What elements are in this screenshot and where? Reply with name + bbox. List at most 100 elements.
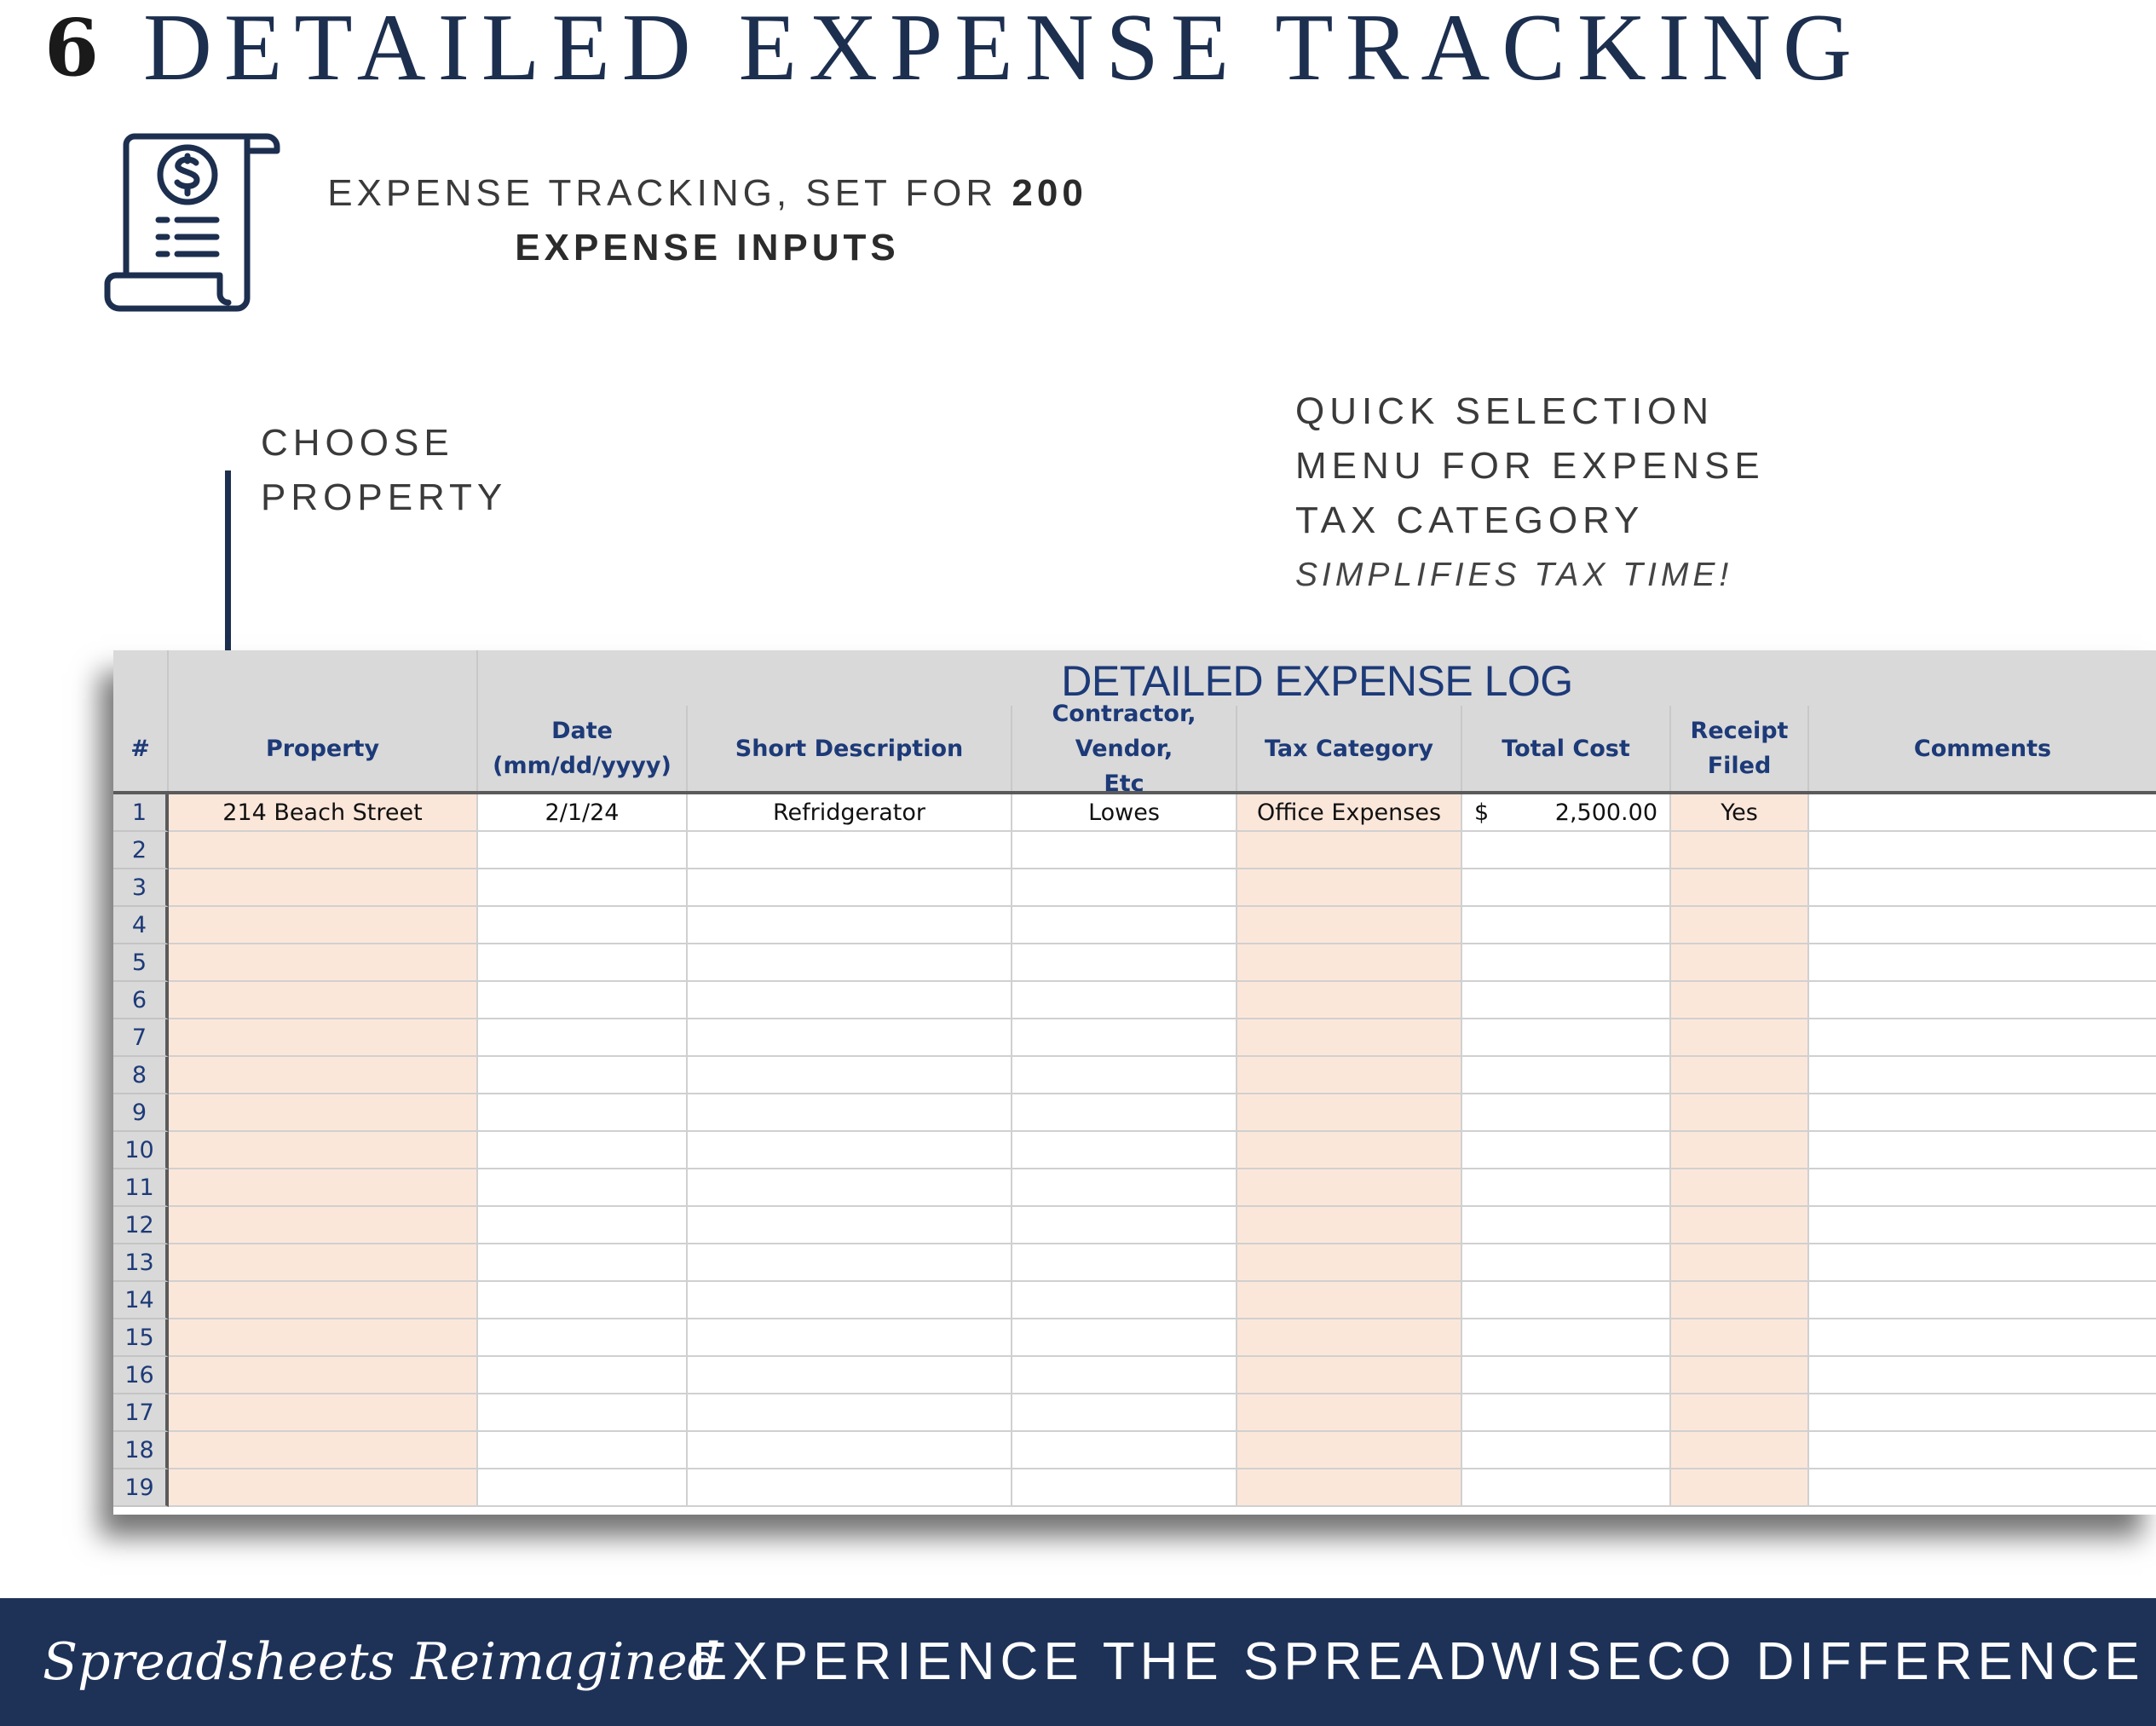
cell-description[interactable] — [688, 1319, 1012, 1357]
cell-comments[interactable] — [1809, 944, 2156, 982]
cell-property[interactable] — [169, 1019, 478, 1057]
cell-tax-category[interactable] — [1237, 982, 1462, 1019]
cell-property[interactable] — [169, 1319, 478, 1357]
cell-total-cost[interactable] — [1462, 944, 1671, 982]
cell-description[interactable] — [688, 1019, 1012, 1057]
cell-property[interactable] — [169, 1432, 478, 1469]
cell-tax-category[interactable] — [1237, 1394, 1462, 1432]
cell-comments[interactable] — [1809, 1057, 2156, 1094]
cell-description[interactable] — [688, 1394, 1012, 1432]
cell-description[interactable] — [688, 869, 1012, 907]
cell-date[interactable] — [478, 907, 688, 944]
cell-comments[interactable] — [1809, 1207, 2156, 1244]
cell-vendor[interactable] — [1012, 982, 1237, 1019]
cell-total-cost[interactable] — [1462, 1319, 1671, 1357]
cell-vendor[interactable] — [1012, 1319, 1237, 1357]
cell-property[interactable] — [169, 1357, 478, 1394]
cell-tax-category[interactable] — [1237, 1244, 1462, 1282]
cell-total-cost[interactable] — [1462, 1394, 1671, 1432]
cell-comments[interactable] — [1809, 1132, 2156, 1169]
cell-property[interactable] — [169, 944, 478, 982]
cell-tax-category[interactable] — [1237, 1282, 1462, 1319]
cell-receipt-filed[interactable] — [1671, 869, 1809, 907]
cell-description[interactable] — [688, 1282, 1012, 1319]
cell-tax-category[interactable] — [1237, 1057, 1462, 1094]
cell-tax-category[interactable] — [1237, 1319, 1462, 1357]
cell-receipt-filed[interactable] — [1671, 1282, 1809, 1319]
cell-tax-category[interactable] — [1237, 1432, 1462, 1469]
cell-date[interactable] — [478, 944, 688, 982]
cell-tax-category[interactable] — [1237, 1207, 1462, 1244]
cell-comments[interactable] — [1809, 1394, 2156, 1432]
cell-receipt-filed[interactable] — [1671, 832, 1809, 869]
cell-vendor[interactable] — [1012, 1282, 1237, 1319]
cell-comments[interactable] — [1809, 1319, 2156, 1357]
cell-comments[interactable] — [1809, 1469, 2156, 1507]
cell-date[interactable] — [478, 1169, 688, 1207]
cell-comments[interactable] — [1809, 869, 2156, 907]
cell-receipt-filed[interactable] — [1671, 1094, 1809, 1132]
cell-total-cost[interactable] — [1462, 1057, 1671, 1094]
cell-description[interactable] — [688, 982, 1012, 1019]
cell-vendor[interactable] — [1012, 1094, 1237, 1132]
cell-date[interactable] — [478, 1244, 688, 1282]
cell-property[interactable] — [169, 907, 478, 944]
cell-property[interactable] — [169, 1132, 478, 1169]
cell-receipt-filed[interactable] — [1671, 944, 1809, 982]
cell-receipt-filed[interactable] — [1671, 1169, 1809, 1207]
cell-vendor[interactable] — [1012, 1207, 1237, 1244]
cell-description[interactable] — [688, 907, 1012, 944]
cell-date[interactable] — [478, 832, 688, 869]
header-comments[interactable]: Comments — [1913, 735, 2052, 762]
header-date[interactable]: Date (mm/dd/yyyy) — [478, 706, 688, 791]
cell-description[interactable] — [688, 1432, 1012, 1469]
cell-vendor[interactable] — [1012, 1132, 1237, 1169]
cell-tax-category[interactable] — [1237, 832, 1462, 869]
cell-property[interactable]: 214 Beach Street — [169, 794, 478, 832]
cell-description[interactable] — [688, 1469, 1012, 1507]
cell-date[interactable]: 2/1/24 — [478, 794, 688, 832]
cell-comments[interactable] — [1809, 1357, 2156, 1394]
cell-comments[interactable] — [1809, 1282, 2156, 1319]
cell-comments[interactable] — [1809, 1432, 2156, 1469]
cell-receipt-filed[interactable] — [1671, 1319, 1809, 1357]
header-total-cost[interactable]: Total Cost — [1462, 706, 1671, 791]
cell-total-cost[interactable] — [1462, 1244, 1671, 1282]
cell-date[interactable] — [478, 1132, 688, 1169]
cell-comments[interactable] — [1809, 1169, 2156, 1207]
cell-receipt-filed[interactable] — [1671, 1394, 1809, 1432]
cell-total-cost[interactable] — [1462, 1469, 1671, 1507]
cell-description[interactable] — [688, 1057, 1012, 1094]
header-tax-category[interactable]: Tax Category — [1237, 706, 1462, 791]
cell-property[interactable] — [169, 1094, 478, 1132]
header-number[interactable]: # — [113, 706, 169, 791]
cell-vendor[interactable] — [1012, 1432, 1237, 1469]
cell-date[interactable] — [478, 1394, 688, 1432]
cell-date[interactable] — [478, 1019, 688, 1057]
cell-total-cost[interactable] — [1462, 1357, 1671, 1394]
cell-total-cost[interactable] — [1462, 1019, 1671, 1057]
cell-comments[interactable] — [1809, 907, 2156, 944]
cell-property[interactable] — [169, 1282, 478, 1319]
cell-receipt-filed[interactable] — [1671, 1132, 1809, 1169]
cell-total-cost[interactable] — [1462, 1432, 1671, 1469]
cell-vendor[interactable] — [1012, 944, 1237, 982]
cell-tax-category[interactable]: Office Expenses — [1237, 794, 1462, 832]
cell-vendor[interactable] — [1012, 1394, 1237, 1432]
cell-receipt-filed[interactable]: Yes — [1671, 794, 1809, 832]
cell-description[interactable] — [688, 1357, 1012, 1394]
cell-description[interactable] — [688, 1094, 1012, 1132]
cell-receipt-filed[interactable] — [1671, 1019, 1809, 1057]
cell-receipt-filed[interactable] — [1671, 1357, 1809, 1394]
cell-total-cost[interactable] — [1462, 832, 1671, 869]
cell-date[interactable] — [478, 1057, 688, 1094]
cell-property[interactable] — [169, 832, 478, 869]
cell-date[interactable] — [478, 869, 688, 907]
cell-property[interactable] — [169, 869, 478, 907]
cell-tax-category[interactable] — [1237, 869, 1462, 907]
cell-date[interactable] — [478, 1207, 688, 1244]
cell-tax-category[interactable] — [1237, 1094, 1462, 1132]
cell-tax-category[interactable] — [1237, 1169, 1462, 1207]
cell-property[interactable] — [169, 1207, 478, 1244]
cell-comments[interactable] — [1809, 982, 2156, 1019]
